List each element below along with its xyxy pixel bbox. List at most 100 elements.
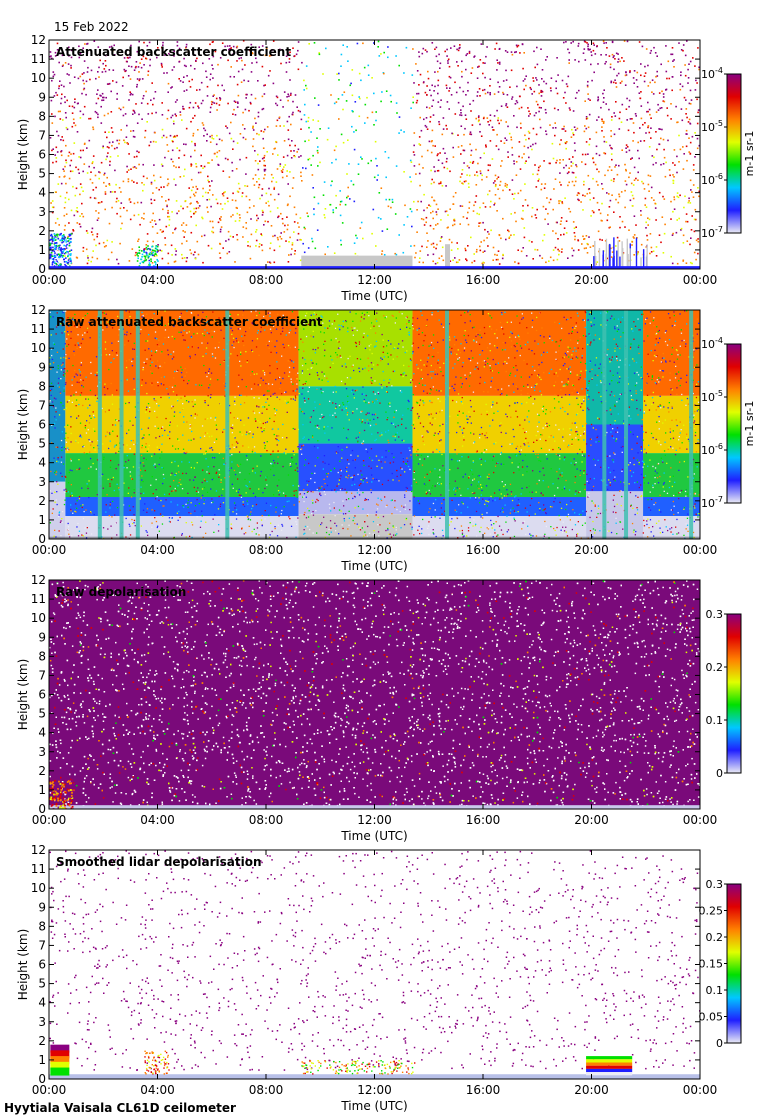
- x-tick-label: 16:00: [466, 543, 501, 557]
- y-tick-label: 9: [38, 90, 46, 104]
- colorbar-gradient: [726, 613, 742, 774]
- heatmap-field-4: [49, 850, 700, 1079]
- colorbar-tick-label: 0.15: [699, 958, 724, 971]
- y-tick-label: 7: [38, 128, 46, 142]
- y-tick-label: 6: [38, 148, 46, 162]
- y-tick-label: 1: [38, 243, 46, 257]
- colorbar-tick-label: 0.3: [706, 878, 724, 891]
- x-tick-label: 04:00: [140, 1083, 175, 1097]
- colorbar-tick-label: 10-4: [701, 336, 723, 351]
- y-tick-label: 10: [31, 71, 46, 85]
- y-tick-label: 0: [38, 802, 46, 816]
- panel-title-3: Raw depolarisation: [56, 585, 186, 599]
- y-tick-label: 9: [38, 360, 46, 374]
- y-tick-label: 6: [38, 958, 46, 972]
- x-axis-label: Time (UTC): [340, 289, 407, 303]
- y-tick-label: 0: [38, 532, 46, 546]
- colorbar-gradient: [726, 883, 742, 1044]
- x-tick-label: 00:00: [683, 543, 718, 557]
- x-tick-label: 08:00: [249, 1083, 284, 1097]
- date-label: 15 Feb 2022: [54, 20, 129, 34]
- y-tick-label: 3: [38, 475, 46, 489]
- x-tick-label: 00:00: [32, 543, 67, 557]
- x-axis-label: Time (UTC): [340, 829, 407, 843]
- y-tick-label: 4: [38, 996, 46, 1010]
- x-tick-label: 12:00: [357, 1083, 392, 1097]
- y-tick-label: 4: [38, 726, 46, 740]
- y-tick-label: 3: [38, 1015, 46, 1029]
- y-tick-label: 1: [38, 783, 46, 797]
- colorbar-3: 0.3 0.2 0.1 0: [706, 608, 742, 780]
- colorbar-4: 0.3 0.25 0.2 0.15 0.1 0.05 0: [699, 878, 742, 1050]
- x-tick-label: 20:00: [574, 1083, 609, 1097]
- colorbar-tick-label: 10-7: [701, 495, 723, 510]
- y-tick-label: 1: [38, 513, 46, 527]
- y-tick-label: 2: [38, 764, 46, 778]
- heatmap-field-1: [49, 40, 700, 269]
- y-tick-label: 12: [31, 843, 46, 857]
- x-tick-label: 00:00: [683, 273, 718, 287]
- x-tick-label: 08:00: [249, 273, 284, 287]
- x-tick-label: 00:00: [683, 813, 718, 827]
- x-tick-label: 16:00: [466, 1083, 501, 1097]
- y-tick-label: 2: [38, 224, 46, 238]
- colorbar-tick-label: 0: [716, 1037, 723, 1050]
- y-tick-label: 8: [38, 649, 46, 663]
- y-tick-label: 8: [38, 379, 46, 393]
- y-tick-label: 5: [38, 437, 46, 451]
- y-tick-label: 7: [38, 668, 46, 682]
- y-tick-label: 4: [38, 186, 46, 200]
- y-tick-label: 9: [38, 900, 46, 914]
- x-tick-label: 04:00: [140, 813, 175, 827]
- panel-title-2: Raw attenuated backscatter coefficient: [56, 315, 323, 329]
- y-tick-label: 10: [31, 341, 46, 355]
- y-tick-label: 8: [38, 109, 46, 123]
- colorbar-tick-label: 10-4: [701, 66, 723, 81]
- x-tick-label: 00:00: [32, 1083, 67, 1097]
- colorbar-1: 10-4 10-5 10-6 10-7 m-1 sr-1: [701, 66, 756, 240]
- y-tick-label: 12: [31, 573, 46, 587]
- colorbar-tick-label: 10-6: [701, 442, 723, 457]
- instrument-label: Hyytiala Vaisala CL61D ceilometer: [4, 1101, 236, 1115]
- x-axis-label: Time (UTC): [340, 559, 407, 573]
- x-tick-label: 12:00: [357, 543, 392, 557]
- heatmap-field-2: [49, 310, 700, 539]
- panel-2: Raw attenuated backscatter coefficient 0 1…: [16, 303, 756, 573]
- y-axis-label: Height (km): [16, 659, 30, 730]
- y-tick-label: 6: [38, 418, 46, 432]
- y-tick-label: 7: [38, 398, 46, 412]
- x-tick-label: 08:00: [249, 543, 284, 557]
- panel-title-4: Smoothed lidar depolarisation: [56, 855, 262, 869]
- x-tick-label: 12:00: [357, 813, 392, 827]
- colorbar-2: 10-4 10-5 10-6 10-7 m-1 sr-1: [701, 336, 756, 510]
- colorbar-tick-label: 0.2: [706, 931, 724, 944]
- y-tick-label: 3: [38, 205, 46, 219]
- x-tick-label: 04:00: [140, 273, 175, 287]
- x-axis-label: Time (UTC): [340, 1099, 407, 1113]
- colorbar-tick-label: 0.1: [706, 714, 724, 727]
- x-tick-label: 20:00: [574, 813, 609, 827]
- x-tick-label: 04:00: [140, 543, 175, 557]
- x-tick-label: 00:00: [32, 813, 67, 827]
- y-tick-label: 11: [31, 52, 46, 66]
- colorbar-tick-label: 0.05: [699, 1011, 724, 1024]
- panel-4: Smoothed lidar depolarisation01234567891…: [16, 843, 742, 1113]
- colorbar-tick-label: 0.1: [706, 984, 724, 997]
- y-axis-label: Height (km): [16, 929, 30, 1000]
- y-axis-label: Height (km): [16, 389, 30, 460]
- y-tick-label: 0: [38, 1072, 46, 1086]
- x-tick-label: 16:00: [466, 273, 501, 287]
- y-tick-label: 3: [38, 745, 46, 759]
- x-tick-label: 16:00: [466, 813, 501, 827]
- y-tick-label: 7: [38, 938, 46, 952]
- x-tick-label: 20:00: [574, 273, 609, 287]
- y-tick-label: 11: [31, 592, 46, 606]
- colorbar-tick-label: 0.25: [699, 905, 724, 918]
- x-tick-label: 08:00: [249, 813, 284, 827]
- y-tick-label: 5: [38, 707, 46, 721]
- y-tick-label: 1: [38, 1053, 46, 1067]
- x-tick-label: 20:00: [574, 543, 609, 557]
- y-tick-label: 9: [38, 630, 46, 644]
- y-tick-label: 5: [38, 167, 46, 181]
